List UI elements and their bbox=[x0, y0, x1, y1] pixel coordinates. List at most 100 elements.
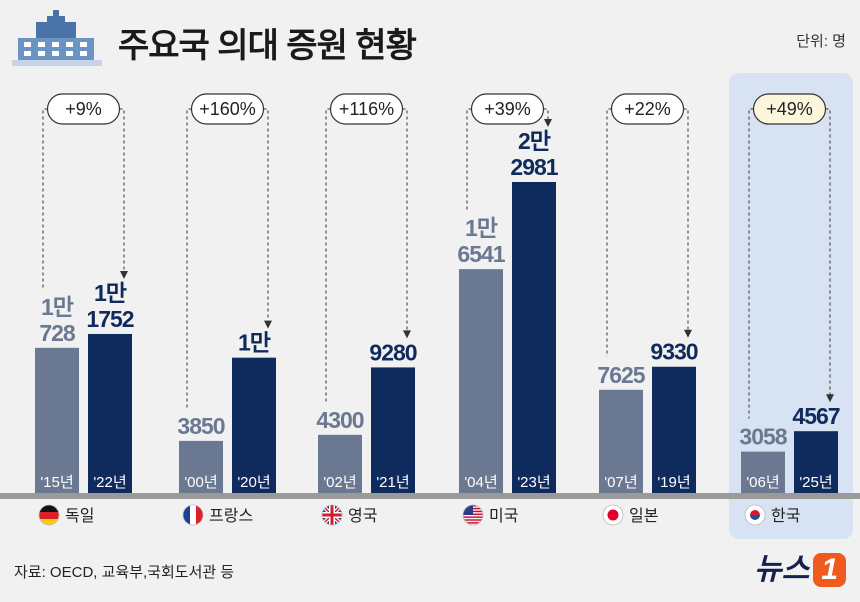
bar-value-label: 4300 bbox=[316, 407, 363, 433]
chart-title: 주요국 의대 증원 현황 bbox=[118, 27, 417, 65]
flag-fill bbox=[39, 505, 59, 525]
flag-sun bbox=[607, 509, 619, 521]
bar-before bbox=[599, 389, 643, 493]
flag-border bbox=[744, 504, 766, 526]
hospital-icon-window bbox=[24, 42, 31, 47]
connector-before bbox=[325, 108, 331, 402]
hospital-icon-window bbox=[52, 51, 59, 56]
flag-stripe bbox=[463, 516, 483, 518]
flag-border bbox=[38, 504, 60, 526]
flag-border bbox=[462, 504, 484, 526]
bar-value-label: 9280 bbox=[369, 339, 416, 365]
bar-value-label: 2만 bbox=[518, 128, 551, 154]
flag-stripe bbox=[196, 505, 203, 525]
year-label: '23년 bbox=[517, 474, 550, 491]
hospital-icon-wing bbox=[18, 38, 94, 62]
bar-after bbox=[652, 366, 696, 493]
gb-flag-icon bbox=[321, 504, 343, 526]
connector-before bbox=[186, 108, 192, 408]
connector-arrow bbox=[544, 119, 552, 127]
change-label: +39% bbox=[484, 99, 531, 119]
flag-fill bbox=[463, 505, 483, 524]
country-label: 미국 bbox=[489, 507, 518, 525]
flag-taegeuk bbox=[750, 515, 760, 520]
bar-before bbox=[179, 440, 223, 493]
change-label: +9% bbox=[65, 99, 102, 119]
highlight-panel bbox=[729, 73, 853, 539]
connector-arrow bbox=[826, 394, 834, 403]
flag-stripe bbox=[463, 519, 483, 521]
bar-before bbox=[741, 451, 785, 493]
flag-stripe bbox=[183, 505, 190, 525]
kr-flag-icon bbox=[744, 504, 766, 526]
us-flag-icon bbox=[462, 504, 484, 526]
bar-value-label: 9330 bbox=[650, 339, 697, 365]
year-label: '20년 bbox=[237, 474, 270, 491]
year-label: '15년 bbox=[40, 474, 73, 491]
year-label: '02년 bbox=[323, 474, 356, 491]
connector-after bbox=[683, 108, 689, 332]
country-label: 독일 bbox=[65, 507, 94, 525]
country-label: 영국 bbox=[348, 507, 377, 525]
flag-taegeuk bbox=[750, 510, 760, 515]
jp-flag-icon bbox=[602, 504, 624, 526]
news1-logo: 뉴스 1 bbox=[754, 544, 846, 588]
year-label: '22년 bbox=[93, 474, 126, 491]
connector-after bbox=[119, 108, 125, 273]
bar-after bbox=[371, 367, 415, 493]
flag-stripe bbox=[39, 519, 59, 525]
fr-flag-icon bbox=[182, 504, 204, 526]
change-label: +160% bbox=[199, 99, 256, 119]
unit-label: 단위: 명 bbox=[796, 33, 846, 50]
hospital-icon-window bbox=[66, 42, 73, 47]
source-note: 자료: OECD, 교육부,국회도서관 등 bbox=[14, 564, 235, 581]
bar-after bbox=[794, 431, 838, 493]
de-flag-icon bbox=[38, 504, 60, 526]
hospital-icon-base bbox=[12, 60, 102, 66]
bar-value-label: 3058 bbox=[739, 424, 787, 450]
bar-before bbox=[459, 269, 503, 493]
country-label: 일본 bbox=[629, 507, 658, 525]
flag-fill bbox=[603, 505, 623, 525]
connector-arrow bbox=[403, 330, 411, 339]
bar-value-label: 1만 bbox=[238, 330, 271, 356]
connector-arrow bbox=[264, 320, 272, 329]
bar-value-label: 1만 bbox=[94, 280, 127, 306]
flag-fill bbox=[745, 505, 765, 525]
connector-before bbox=[466, 108, 472, 211]
flag-canton bbox=[463, 505, 473, 515]
connector-before bbox=[42, 108, 48, 289]
flag-border bbox=[321, 504, 343, 526]
hospital-icon-window bbox=[38, 42, 45, 47]
country-label: 프랑스 bbox=[209, 507, 253, 525]
bar-value-label: 3850 bbox=[177, 413, 224, 439]
bar-before bbox=[318, 434, 362, 493]
bar-after bbox=[232, 357, 276, 493]
flag-fill bbox=[322, 505, 342, 525]
hospital-icon-window bbox=[66, 51, 73, 56]
flag-border bbox=[602, 504, 624, 526]
year-label: '19년 bbox=[657, 474, 690, 491]
flag-stripe bbox=[39, 512, 59, 519]
bar-value-label: 7625 bbox=[597, 362, 645, 388]
year-label: '21년 bbox=[376, 474, 409, 491]
change-label: +49% bbox=[766, 99, 813, 119]
change-label: +22% bbox=[624, 99, 671, 119]
year-label: '04년 bbox=[464, 474, 497, 491]
hospital-icon-window bbox=[24, 51, 31, 56]
connector-arrow bbox=[684, 329, 692, 338]
connector-arrow bbox=[120, 270, 128, 279]
year-label: '07년 bbox=[604, 474, 637, 491]
flag-cross bbox=[322, 505, 342, 525]
bar-value-label: 2981 bbox=[510, 154, 558, 180]
bar-before bbox=[35, 347, 79, 493]
connector-before bbox=[748, 108, 754, 419]
bar-value-label: 4567 bbox=[792, 403, 839, 429]
connector-after bbox=[402, 108, 408, 333]
connector-after bbox=[825, 108, 831, 397]
flag-fill bbox=[183, 505, 203, 525]
hospital-icon-cross bbox=[47, 10, 65, 28]
hospital-icon-window bbox=[38, 51, 45, 56]
connector-after bbox=[543, 108, 549, 121]
